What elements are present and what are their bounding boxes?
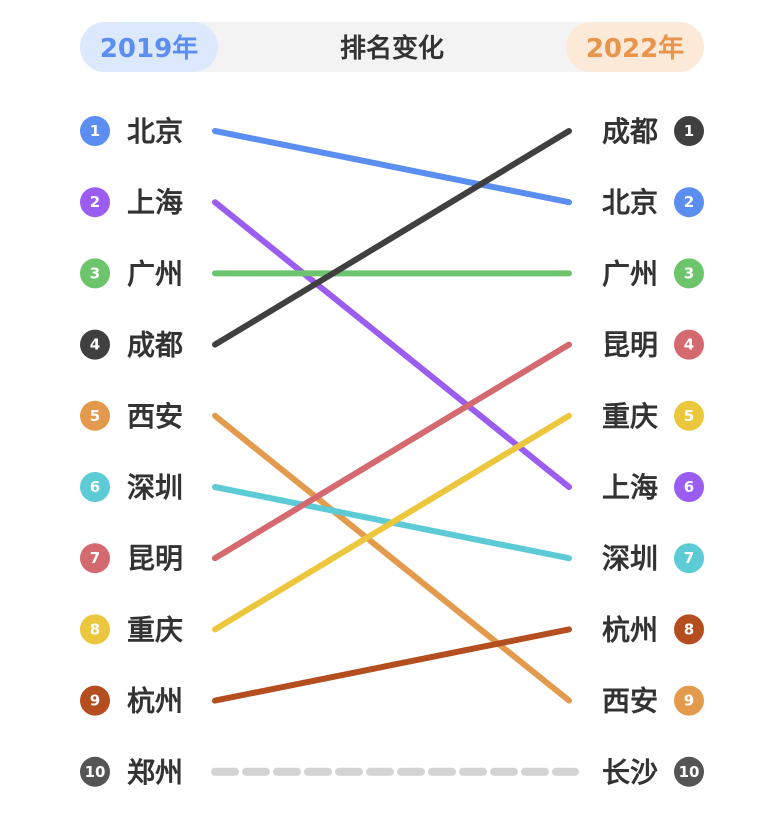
series-lines [211,128,579,776]
right-city-label: 广州 [602,257,658,290]
left-rank-number-3: 3 [90,264,100,282]
left-city-label: 广州 [127,257,183,290]
left-rank-badge-10 [80,756,110,787]
right-rank-number-7: 7 [684,549,694,567]
header-bar [80,22,704,72]
left-city-label: 成都 [127,329,183,362]
left-rank-number-2: 2 [90,193,100,211]
right-city-label: 长沙 [602,756,658,789]
left-city-label: 北京 [127,115,183,148]
series-line-7 [212,341,572,562]
left-rank-badge-7 [80,543,110,574]
right-rank-number-2: 2 [684,193,694,211]
series-line-9 [212,626,572,704]
right-city-label: 上海 [602,471,658,504]
left-year-pill [80,22,218,72]
chart-title: 排名变化 [340,33,444,64]
left-rank-number-4: 4 [90,336,100,354]
right-rank-number-6: 6 [684,478,694,496]
series-line-8 [212,412,572,633]
right-rank-number-10: 10 [679,763,700,781]
left-city-label: 上海 [127,186,183,219]
left-rank-number-8: 8 [90,620,100,638]
header: 2019年 排名变化 2022年 [80,22,704,72]
left-rank-number-9: 9 [90,692,100,710]
right-city-label: 重庆 [602,400,658,433]
right-rank-badge-7 [674,543,704,574]
right-rank-badge-5 [674,400,704,431]
right-year-label: 2022年 [586,33,684,64]
right-city-label: 成都 [602,115,658,148]
right-rank-number-8: 8 [684,620,694,638]
left-city-label: 西安 [127,400,183,433]
left-rank-badge-2 [80,187,110,218]
left-rank-number-10: 10 [85,763,106,781]
right-rank-number-3: 3 [684,264,694,282]
left-rank-number-7: 7 [90,549,100,567]
left-rank-badge-4 [80,329,110,360]
right-rank-badge-3 [674,258,704,289]
right-rank-column: 1 成都 2 北京 3 广州 4 昆明 5 重庆 6 上海 7 深圳 8 杭州 9 西安 10 长沙 [602,115,704,789]
left-rank-badge-5 [80,400,110,431]
left-rank-badge-8 [80,614,110,645]
right-rank-badge-1 [674,116,704,146]
series-line-5 [212,412,572,704]
right-city-label: 杭州 [602,613,658,646]
right-city-label: 深圳 [602,542,658,575]
right-rank-badge-4 [674,329,704,360]
left-city-label: 杭州 [127,685,183,718]
right-rank-number-5: 5 [684,407,694,425]
left-rank-column: 1 北京 2 上海 3 广州 4 成都 5 西安 6 深圳 7 昆明 8 重庆 9 杭州 10 郑州 [80,115,183,789]
left-rank-number-1: 1 [90,122,100,140]
left-city-label: 重庆 [127,613,183,646]
right-rank-badge-8 [674,614,704,645]
right-city-label: 西安 [602,685,658,718]
right-rank-number-4: 4 [684,336,694,354]
left-rank-number-5: 5 [90,407,100,425]
series-line-4 [212,128,572,348]
left-rank-number-6: 6 [90,478,100,496]
right-year-pill [566,22,704,72]
left-year-label: 2019年 [100,33,198,64]
right-city-label: 昆明 [602,329,658,362]
right-rank-number-9: 9 [684,692,694,710]
left-rank-badge-1 [80,116,110,146]
left-rank-badge-6 [80,472,110,502]
right-rank-badge-2 [674,187,704,218]
left-city-label: 昆明 [127,542,183,575]
left-rank-badge-3 [80,258,110,289]
right-rank-number-1: 1 [684,122,694,140]
series-line-1 [212,128,572,206]
left-city-label: 深圳 [127,471,183,504]
left-city-label: 郑州 [127,756,183,789]
right-city-label: 北京 [602,186,658,219]
right-rank-badge-10 [674,756,704,787]
right-rank-badge-6 [674,472,704,502]
left-rank-badge-9 [80,685,110,716]
series-line-2 [212,199,572,490]
right-rank-badge-9 [674,685,704,716]
